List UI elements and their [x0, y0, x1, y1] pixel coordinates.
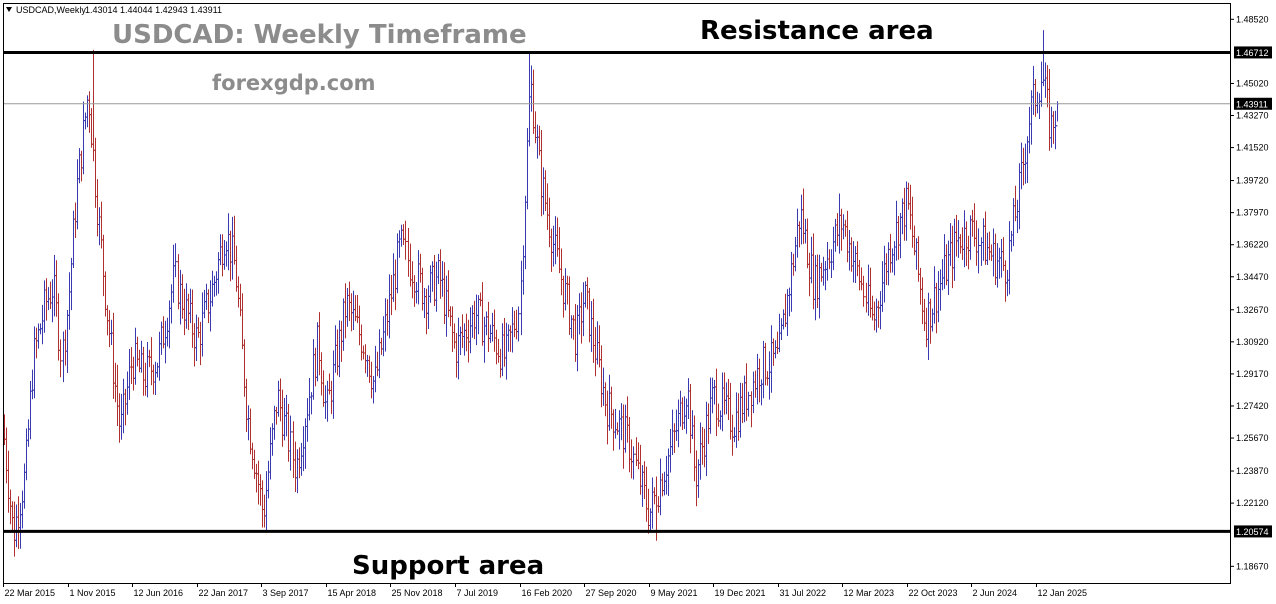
y-tick-label: 1.48520	[1236, 14, 1269, 24]
y-tick-label: 1.36220	[1236, 240, 1269, 250]
candles-layer	[3, 30, 1059, 557]
y-tick-label: 1.29170	[1236, 369, 1269, 379]
y-tick-label: 1.18670	[1236, 561, 1269, 571]
x-tick-label: 1 Nov 2015	[70, 588, 116, 598]
x-tick-label: 7 Jul 2019	[457, 588, 499, 598]
y-tick-label: 1.39720	[1236, 176, 1269, 186]
price-label-box	[1234, 97, 1272, 110]
y-tick-label: 1.22120	[1236, 498, 1269, 508]
x-tick-label: 25 Nov 2018	[392, 588, 443, 598]
x-tick-label: 15 Apr 2018	[328, 588, 377, 598]
y-tick-label: 1.32670	[1236, 305, 1269, 315]
x-tick-label: 19 Dec 2021	[715, 588, 766, 598]
time-axis: 22 Mar 2015 1 Nov 2015 12 Jun 2016 22 Jan 2…	[3, 583, 1088, 598]
y-tick-label: 1.41520	[1236, 143, 1269, 153]
y-tick-label: 1.37970	[1236, 208, 1269, 218]
price-axis: 1.48520 1.46712 1.45020 1.43911 1.43270 1.415…	[1230, 14, 1272, 571]
symbol-name: USDCAD,Weekly	[16, 5, 86, 15]
x-tick-label: 27 Sep 2020	[586, 588, 637, 598]
y-tick-label: 1.27420	[1236, 401, 1269, 411]
price-label-text: 1.46712	[1236, 48, 1269, 58]
y-tick-label: 1.23870	[1236, 466, 1269, 476]
dropdown-triangle-icon	[6, 7, 12, 12]
site-watermark: forexgdp.com	[212, 71, 376, 95]
ohlc-values: 1.43014 1.44044 1.42943 1.43911	[85, 5, 222, 15]
y-tick-label: 1.45020	[1236, 78, 1269, 88]
resistance-label: Resistance area	[700, 16, 934, 46]
x-tick-label: 16 Feb 2020	[522, 588, 573, 598]
x-tick-label: 12 Jan 2025	[1038, 588, 1088, 598]
y-tick-label: 1.25670	[1236, 433, 1269, 443]
x-tick-label: 22 Oct 2023	[909, 588, 958, 598]
x-tick-label: 9 May 2021	[651, 588, 698, 598]
plot-border	[3, 3, 1231, 584]
price-label-text: 1.20574	[1236, 527, 1269, 537]
price-label-box	[1234, 525, 1272, 538]
chart-title: USDCAD: Weekly Timeframe	[112, 20, 527, 50]
x-tick-label: 31 Jul 2022	[780, 588, 827, 598]
x-tick-label: 22 Jan 2017	[199, 588, 249, 598]
x-tick-label: 12 Jun 2016	[134, 588, 184, 598]
x-tick-label: 12 Mar 2023	[844, 588, 895, 598]
y-tick-label: 1.30920	[1236, 337, 1269, 347]
chart-frame	[3, 3, 1231, 584]
x-tick-label: 22 Mar 2015	[5, 588, 56, 598]
price-label-box	[1234, 46, 1272, 59]
x-tick-label: 3 Sep 2017	[263, 588, 309, 598]
x-tick-label: 2 Jun 2024	[973, 588, 1018, 598]
y-tick-label: 1.43270	[1236, 111, 1269, 121]
y-tick-label: 1.34470	[1236, 272, 1269, 282]
price-label-text: 1.43911	[1236, 99, 1268, 109]
levels-layer	[3, 50, 1230, 533]
support-label: Support area	[352, 551, 544, 581]
annotation-layer: USDCAD,Weekly 1.43014 1.44044 1.42943 1.4…	[6, 5, 934, 581]
